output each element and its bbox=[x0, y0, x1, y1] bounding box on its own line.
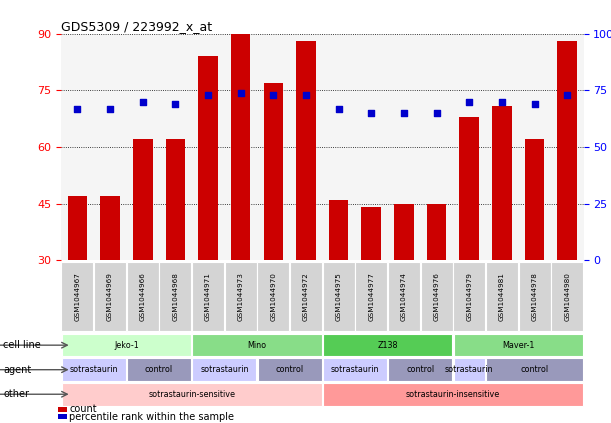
Text: GSM1044971: GSM1044971 bbox=[205, 272, 211, 321]
Text: cell line: cell line bbox=[3, 340, 41, 350]
FancyBboxPatch shape bbox=[192, 261, 224, 331]
Text: GSM1044974: GSM1044974 bbox=[401, 272, 407, 321]
Text: GSM1044970: GSM1044970 bbox=[270, 272, 276, 321]
FancyBboxPatch shape bbox=[453, 261, 485, 331]
FancyBboxPatch shape bbox=[290, 261, 322, 331]
FancyBboxPatch shape bbox=[551, 261, 583, 331]
Point bbox=[138, 99, 148, 105]
FancyBboxPatch shape bbox=[388, 358, 452, 381]
Text: control: control bbox=[145, 365, 173, 374]
Bar bbox=[100, 196, 120, 260]
FancyBboxPatch shape bbox=[323, 383, 583, 406]
Point bbox=[334, 105, 343, 112]
FancyBboxPatch shape bbox=[225, 261, 257, 331]
Point bbox=[268, 91, 278, 98]
Text: GSM1044979: GSM1044979 bbox=[466, 272, 472, 321]
FancyBboxPatch shape bbox=[519, 261, 551, 331]
Point bbox=[562, 91, 572, 98]
FancyBboxPatch shape bbox=[126, 261, 159, 331]
FancyBboxPatch shape bbox=[257, 261, 290, 331]
Bar bbox=[68, 196, 87, 260]
FancyBboxPatch shape bbox=[159, 261, 191, 331]
Point bbox=[73, 105, 82, 112]
Bar bbox=[394, 203, 414, 260]
Text: GSM1044976: GSM1044976 bbox=[434, 272, 439, 321]
FancyBboxPatch shape bbox=[192, 358, 257, 381]
FancyBboxPatch shape bbox=[62, 261, 93, 331]
Text: control: control bbox=[276, 365, 304, 374]
FancyBboxPatch shape bbox=[486, 261, 518, 331]
Point bbox=[464, 99, 474, 105]
Bar bbox=[492, 105, 511, 260]
Text: sotrastaurin-sensitive: sotrastaurin-sensitive bbox=[148, 390, 235, 399]
Point bbox=[105, 105, 115, 112]
Text: other: other bbox=[3, 389, 29, 399]
FancyBboxPatch shape bbox=[192, 334, 321, 357]
Text: sotrastaurin-insensitive: sotrastaurin-insensitive bbox=[406, 390, 500, 399]
Text: GSM1044975: GSM1044975 bbox=[335, 272, 342, 321]
Text: GSM1044980: GSM1044980 bbox=[564, 272, 570, 321]
Bar bbox=[525, 140, 544, 260]
FancyBboxPatch shape bbox=[127, 358, 191, 381]
Bar bbox=[557, 41, 577, 260]
Text: GSM1044968: GSM1044968 bbox=[172, 272, 178, 321]
Text: GSM1044972: GSM1044972 bbox=[303, 272, 309, 321]
Text: count: count bbox=[69, 404, 97, 415]
Text: sotrastaurin: sotrastaurin bbox=[445, 365, 494, 374]
Point bbox=[432, 110, 442, 116]
FancyBboxPatch shape bbox=[453, 358, 485, 381]
Text: sotrastaurin: sotrastaurin bbox=[200, 365, 249, 374]
Text: Maver-1: Maver-1 bbox=[502, 341, 535, 350]
Bar bbox=[362, 207, 381, 260]
Text: agent: agent bbox=[3, 365, 31, 375]
Bar bbox=[459, 117, 479, 260]
Text: GSM1044977: GSM1044977 bbox=[368, 272, 375, 321]
Text: sotrastaurin: sotrastaurin bbox=[70, 365, 118, 374]
FancyBboxPatch shape bbox=[323, 334, 452, 357]
Point bbox=[301, 91, 311, 98]
FancyBboxPatch shape bbox=[62, 334, 191, 357]
Point bbox=[530, 101, 540, 107]
FancyBboxPatch shape bbox=[486, 358, 583, 381]
Bar bbox=[231, 34, 251, 260]
Text: Mino: Mino bbox=[247, 341, 266, 350]
FancyBboxPatch shape bbox=[62, 383, 321, 406]
FancyBboxPatch shape bbox=[453, 334, 583, 357]
Text: GSM1044973: GSM1044973 bbox=[238, 272, 244, 321]
Bar bbox=[133, 140, 153, 260]
Point bbox=[203, 91, 213, 98]
Text: sotrastaurin: sotrastaurin bbox=[331, 365, 379, 374]
FancyBboxPatch shape bbox=[94, 261, 126, 331]
Bar bbox=[263, 83, 283, 260]
Point bbox=[170, 101, 180, 107]
FancyBboxPatch shape bbox=[420, 261, 453, 331]
Text: GSM1044967: GSM1044967 bbox=[75, 272, 81, 321]
Bar bbox=[426, 203, 447, 260]
Text: percentile rank within the sample: percentile rank within the sample bbox=[69, 412, 234, 422]
Text: Jeko-1: Jeko-1 bbox=[114, 341, 139, 350]
FancyBboxPatch shape bbox=[323, 261, 354, 331]
Text: GSM1044981: GSM1044981 bbox=[499, 272, 505, 321]
Bar bbox=[329, 200, 348, 260]
Point bbox=[367, 110, 376, 116]
Bar bbox=[198, 57, 218, 260]
Point bbox=[236, 89, 246, 96]
Text: GSM1044969: GSM1044969 bbox=[107, 272, 113, 321]
Point bbox=[399, 110, 409, 116]
FancyBboxPatch shape bbox=[355, 261, 387, 331]
Bar bbox=[296, 41, 316, 260]
Text: GSM1044966: GSM1044966 bbox=[140, 272, 146, 321]
Text: GDS5309 / 223992_x_at: GDS5309 / 223992_x_at bbox=[61, 20, 212, 33]
Text: control: control bbox=[406, 365, 434, 374]
Text: GSM1044978: GSM1044978 bbox=[532, 272, 538, 321]
Text: Z138: Z138 bbox=[378, 341, 398, 350]
Bar bbox=[166, 140, 185, 260]
Text: control: control bbox=[521, 365, 549, 374]
FancyBboxPatch shape bbox=[323, 358, 387, 381]
FancyBboxPatch shape bbox=[388, 261, 420, 331]
Point bbox=[497, 99, 507, 105]
FancyBboxPatch shape bbox=[258, 358, 321, 381]
FancyBboxPatch shape bbox=[62, 358, 126, 381]
